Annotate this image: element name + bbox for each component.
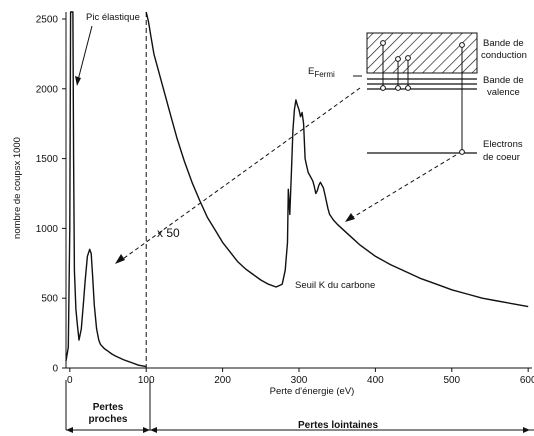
scale-label: x 50 [157, 226, 180, 240]
y-tick-label: 1000 [36, 224, 59, 235]
elastic-peak-arrow [76, 25, 93, 85]
x-tick-label: 100 [138, 375, 155, 386]
x-tick-label: 300 [291, 375, 308, 386]
far-losses-label: Pertes lointaines [298, 420, 378, 431]
x-tick-label: 400 [367, 375, 384, 386]
elastic-peak-label: Pic élastique [86, 12, 140, 23]
x-tick-label: 600 [520, 375, 534, 386]
dashed-arrows [115, 87, 457, 264]
y-tick-label: 500 [41, 294, 58, 305]
series-line-1 [65, 11, 147, 368]
elastic-peak-arrowhead [75, 76, 81, 86]
valence-label-2: valence [487, 87, 520, 98]
x-tick-label: 500 [443, 375, 460, 386]
y-tick-label: 1500 [36, 154, 59, 165]
valence-label-1: Bande de [483, 75, 524, 86]
series-lines [65, 11, 529, 368]
conduction-band-box [366, 32, 478, 74]
conduction-label-2: conduction [481, 50, 527, 61]
series-line-2 [145, 11, 529, 308]
band-diagram: EFermi Bande de conduction Bande de vale… [308, 32, 527, 163]
x-axis-label: Perte d'énergie (eV) [270, 386, 355, 397]
fermi-label: EFermi [308, 66, 335, 79]
loss-regions: Pertes proches Pertes lointaines [65, 380, 534, 433]
x-tick-label: 200 [214, 375, 231, 386]
core-label-2: de coeur [483, 152, 520, 163]
x-tick-label: 0 [67, 375, 73, 386]
near-losses-label-2: proches [89, 414, 128, 425]
y-axis-label: nombre de coupsx 1000 [12, 137, 23, 239]
conduction-label-1: Bande de [483, 38, 524, 49]
near-losses-label-1: Pertes [93, 402, 124, 413]
y-tick-label: 2000 [36, 84, 59, 95]
y-tick-label: 0 [52, 364, 58, 375]
carbon-edge-label: Seuil K du carbone [295, 280, 375, 291]
axis-ticks: 0 100 200 300 400 500 600 0 500 1000 1500 2000 2500 [36, 14, 534, 386]
y-tick-label: 2500 [36, 14, 59, 25]
core-label-1: Electrons [483, 139, 523, 150]
